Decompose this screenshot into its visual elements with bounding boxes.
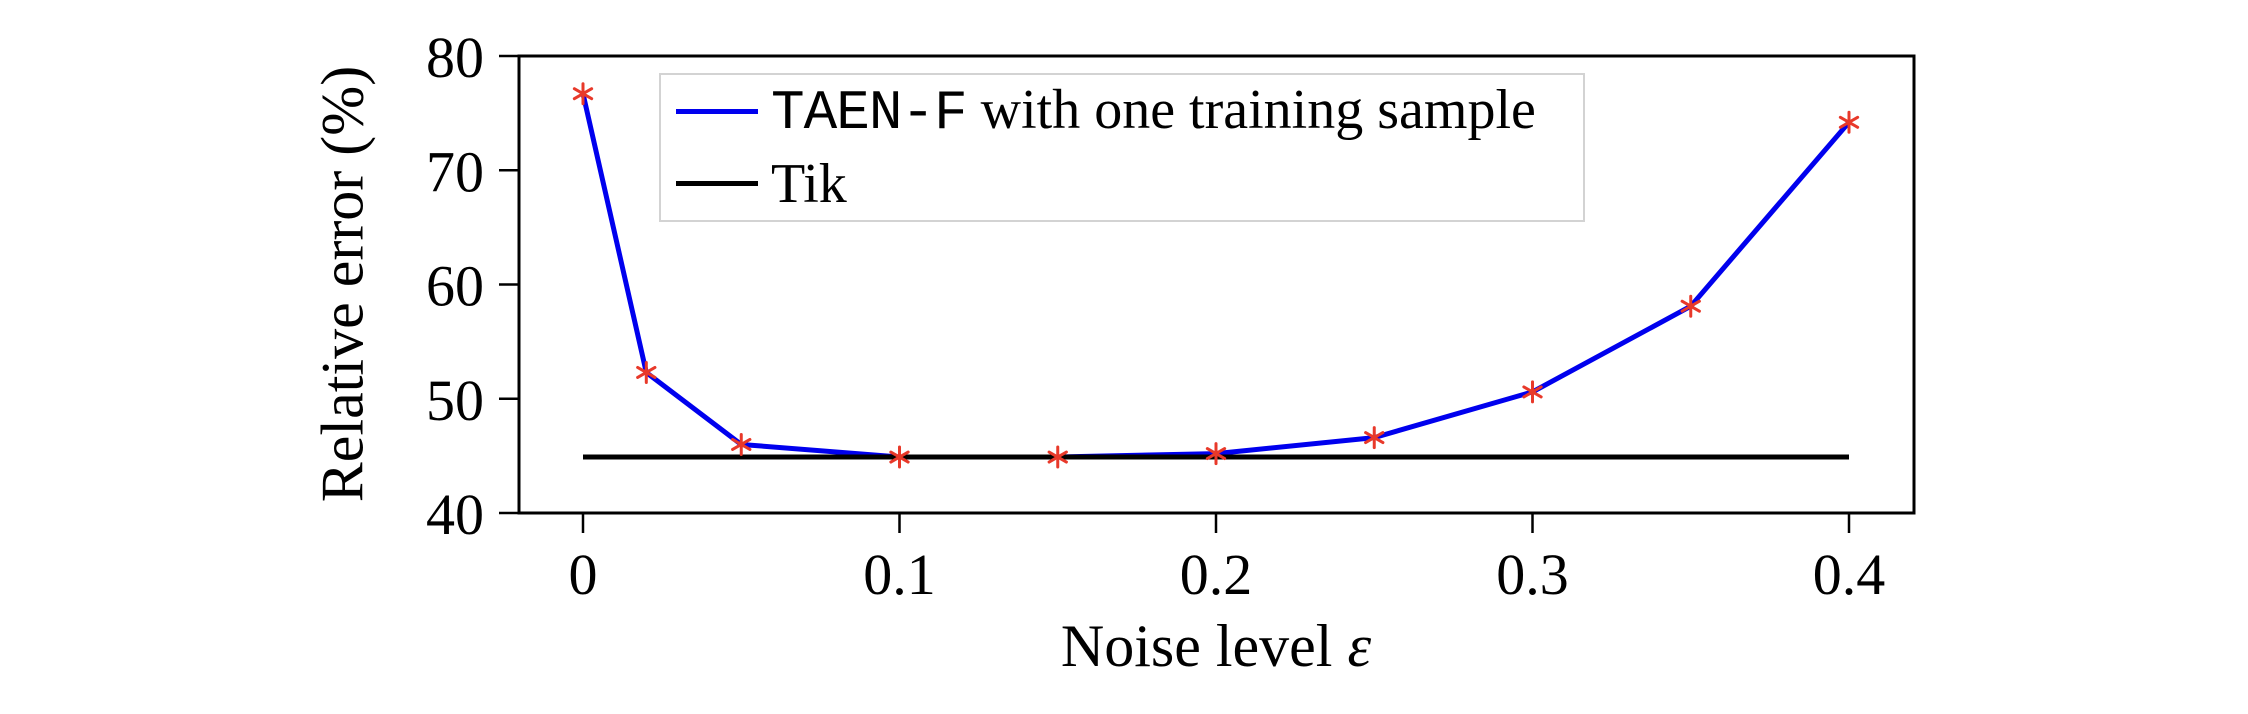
y-tick-label: 80 bbox=[426, 25, 484, 90]
asterisk-marker bbox=[1838, 115, 1860, 129]
epsilon-symbol: ε bbox=[1347, 613, 1372, 679]
x-axis-label: Noise level ε bbox=[583, 612, 1849, 681]
asterisk-marker bbox=[889, 450, 910, 464]
x-tick-label: 0.3 bbox=[1496, 542, 1569, 607]
legend: TAEN-F with one training sample Tik bbox=[659, 73, 1585, 222]
legend-entry-taenf: TAEN-F with one training sample bbox=[676, 76, 1583, 148]
legend-line-swatch-taenf bbox=[676, 109, 758, 114]
plot-frame bbox=[517, 54, 1916, 515]
x-tick-label: 0.1 bbox=[863, 542, 936, 607]
asterisk-marker bbox=[1205, 447, 1227, 461]
x-tick-label: 0 bbox=[569, 542, 598, 607]
y-tick-label: 60 bbox=[426, 254, 484, 319]
asterisk-marker bbox=[731, 437, 752, 451]
x-tick-label: 0.4 bbox=[1813, 542, 1886, 607]
asterisk-marker bbox=[1522, 385, 1543, 399]
asterisk-marker bbox=[572, 87, 594, 101]
x-tick-label: 0.2 bbox=[1180, 542, 1253, 607]
asterisk-marker bbox=[1680, 299, 1701, 313]
asterisk-marker bbox=[636, 365, 657, 379]
legend-label-tik: Tik bbox=[771, 152, 847, 215]
y-tick-label: 40 bbox=[426, 482, 484, 547]
legend-label-taenf-mono: TAEN-F bbox=[771, 81, 968, 145]
asterisk-marker bbox=[1047, 450, 1068, 464]
legend-label-taenf: TAEN-F with one training sample bbox=[771, 82, 1536, 141]
legend-label-taenf-rest: with one training sample bbox=[966, 79, 1536, 141]
x-axis-label-text: Noise level bbox=[1060, 613, 1348, 679]
legend-entry-tik: Tik bbox=[676, 148, 1583, 220]
y-tick-label: 70 bbox=[426, 139, 484, 204]
y-tick-label: 50 bbox=[426, 368, 484, 433]
asterisk-marker bbox=[1364, 431, 1385, 445]
legend-line-swatch-tik bbox=[676, 181, 758, 186]
y-axis-label: Relative error (%) bbox=[309, 65, 376, 503]
